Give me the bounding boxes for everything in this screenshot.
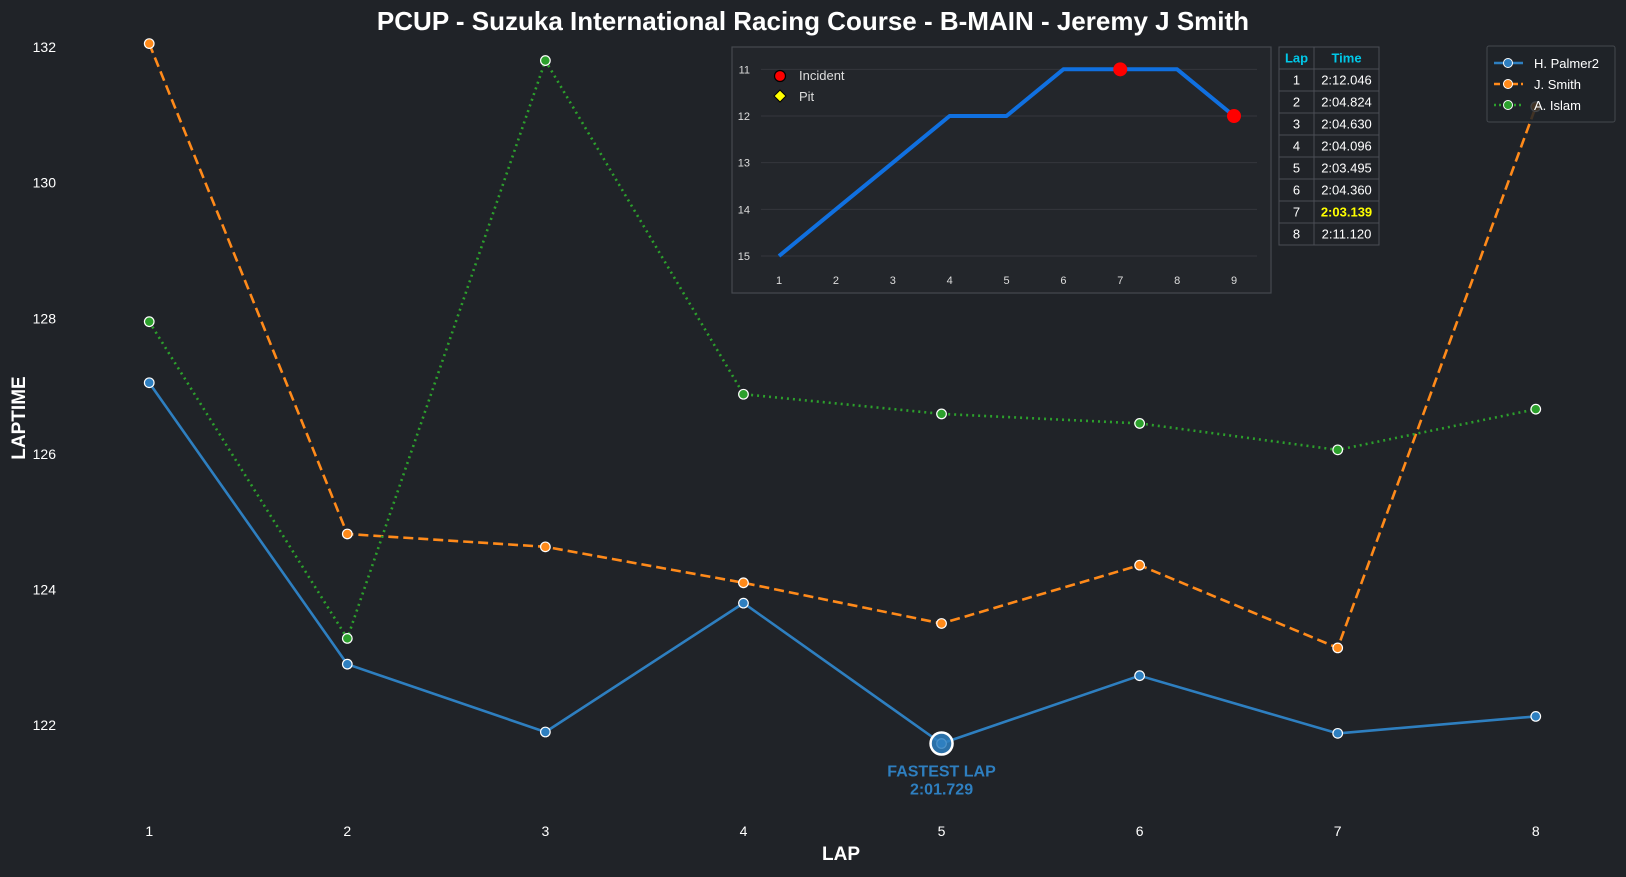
data-point bbox=[738, 577, 749, 589]
fastest-lap-time: 2:01.729 bbox=[910, 782, 973, 799]
table-cell-time: 2:04.360 bbox=[1321, 183, 1372, 198]
data-point bbox=[1134, 670, 1146, 682]
x-axis-label: LAP bbox=[822, 844, 860, 865]
series-line-1 bbox=[147, 43, 1538, 650]
x-tick-label: 1 bbox=[145, 823, 153, 839]
table-cell-time: 2:04.630 bbox=[1321, 117, 1372, 132]
table-cell-lap: 8 bbox=[1293, 227, 1300, 242]
table-cell-time: 2:11.120 bbox=[1322, 227, 1372, 242]
data-point bbox=[936, 408, 947, 420]
y-tick-label: 126 bbox=[33, 446, 57, 462]
data-point bbox=[1134, 559, 1146, 571]
y-tick-label: 130 bbox=[33, 175, 57, 191]
lap-times-table: Lap Time 1 2:12.046 2 2:04.824 3 2:04.630 4 2:04.… bbox=[1278, 46, 1380, 246]
data-point bbox=[341, 528, 353, 540]
data-point bbox=[539, 726, 551, 738]
inset-y-tick-label: 11 bbox=[739, 64, 750, 76]
inset-y-tick-label: 14 bbox=[738, 204, 750, 216]
inset-y-tick-label: 12 bbox=[738, 111, 750, 123]
table-cell bbox=[1313, 222, 1380, 246]
inset-x-tick-label: 2 bbox=[833, 275, 839, 287]
data-point bbox=[341, 658, 353, 670]
data-point bbox=[143, 377, 155, 389]
table-cell-lap: 1 bbox=[1293, 73, 1300, 88]
legend-label: J. Smith bbox=[1534, 77, 1581, 92]
inset-legend-pit: Pit bbox=[799, 89, 815, 104]
inset-x-tick-label: 4 bbox=[947, 275, 953, 287]
table-cell-lap: 4 bbox=[1293, 139, 1300, 154]
table-cell-lap: 2 bbox=[1293, 95, 1300, 110]
y-axis-label: LAPTIME bbox=[9, 376, 30, 459]
table-cell-lap: 3 bbox=[1293, 117, 1300, 132]
legend-marker bbox=[1503, 79, 1513, 89]
inset-y-tick-label: 15 bbox=[738, 251, 750, 263]
incident-legend-marker bbox=[773, 69, 787, 83]
inset-frame bbox=[731, 46, 1272, 294]
x-tick-label: 7 bbox=[1334, 823, 1342, 839]
data-point bbox=[1332, 727, 1344, 739]
table-header-lap: Lap bbox=[1285, 51, 1308, 66]
x-tick-label: 5 bbox=[938, 823, 946, 839]
table-cell-time-best: 2:03.139 bbox=[1321, 205, 1372, 220]
legend-label: H. Palmer2 bbox=[1534, 56, 1599, 71]
inset-x-tick-label: 9 bbox=[1231, 275, 1237, 287]
data-point bbox=[143, 316, 155, 328]
table-cell-time: 2:03.495 bbox=[1321, 161, 1372, 176]
x-tick-label: 8 bbox=[1532, 823, 1540, 839]
legend-box bbox=[1486, 45, 1616, 123]
data-point bbox=[1530, 403, 1542, 415]
fastest-lap-marker bbox=[929, 731, 954, 756]
y-tick-label: 132 bbox=[33, 39, 57, 55]
y-tick-label: 128 bbox=[33, 310, 57, 326]
table-cell-lap: 5 bbox=[1293, 161, 1300, 176]
legend-marker bbox=[1503, 58, 1513, 68]
y-tick-label: 124 bbox=[33, 582, 57, 598]
series-line-2 bbox=[148, 59, 1537, 640]
data-point bbox=[936, 618, 947, 629]
series-line-0 bbox=[148, 381, 1536, 745]
legend-marker bbox=[1503, 100, 1513, 110]
inset-x-tick-label: 7 bbox=[1117, 275, 1123, 287]
chart-title: PCUP - Suzuka International Racing Cours… bbox=[377, 6, 1249, 36]
x-tick-label: 2 bbox=[343, 823, 351, 839]
data-point bbox=[1530, 711, 1542, 722]
data-point bbox=[143, 38, 155, 50]
y-tick-label: 122 bbox=[33, 717, 57, 733]
inset-x-tick-label: 5 bbox=[1003, 275, 1009, 287]
data-point bbox=[738, 388, 749, 400]
table-cell-lap: 7 bbox=[1293, 205, 1300, 220]
table-cell-time: 2:04.824 bbox=[1321, 95, 1372, 110]
inset-x-tick-label: 6 bbox=[1060, 275, 1066, 287]
incident-marker bbox=[1113, 62, 1128, 77]
data-point bbox=[738, 597, 749, 609]
data-point bbox=[1332, 642, 1344, 654]
fastest-lap-label: FASTEST LAP bbox=[887, 764, 996, 781]
x-tick-label: 6 bbox=[1136, 823, 1144, 839]
inset-x-tick-label: 8 bbox=[1174, 275, 1180, 287]
table-cell-lap: 6 bbox=[1293, 183, 1300, 198]
table-cell-time: 2:04.096 bbox=[1321, 139, 1372, 154]
legend-label: A. Islam bbox=[1534, 98, 1581, 113]
table-header-time: Time bbox=[1331, 51, 1361, 66]
position-line bbox=[777, 67, 1236, 258]
x-tick-label: 4 bbox=[740, 823, 748, 839]
x-tick-label: 3 bbox=[541, 823, 549, 839]
incident-marker bbox=[1227, 109, 1241, 123]
data-point bbox=[341, 633, 353, 644]
inset-y-tick-label: 13 bbox=[738, 158, 750, 170]
inset-legend-incident: Incident bbox=[799, 68, 845, 83]
data-point bbox=[1134, 418, 1146, 429]
data-point bbox=[539, 55, 551, 66]
pit-legend-marker bbox=[773, 89, 787, 103]
data-point bbox=[1332, 444, 1344, 456]
legend: H. Palmer2 J. Smith A. Islam bbox=[1486, 45, 1616, 123]
inset-x-tick-label: 3 bbox=[890, 275, 896, 287]
data-point bbox=[539, 541, 551, 553]
inset-x-tick-label: 1 bbox=[776, 275, 782, 287]
table-cell-time: 2:12.046 bbox=[1321, 73, 1372, 88]
